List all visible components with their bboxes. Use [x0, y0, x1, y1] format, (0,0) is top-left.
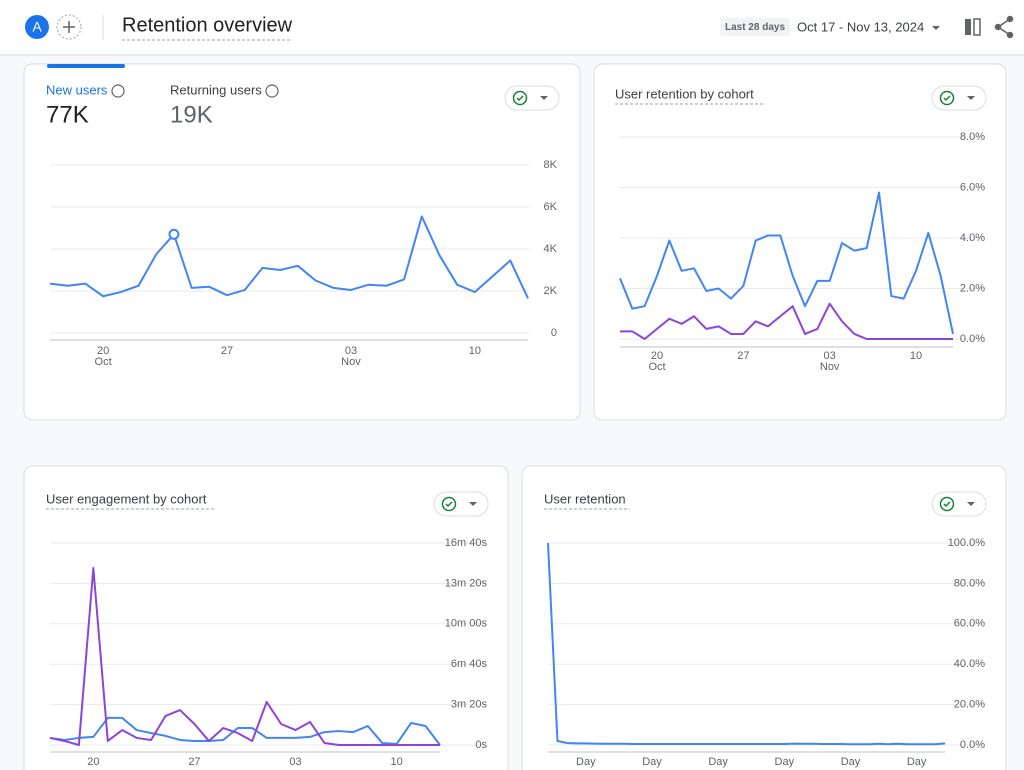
tab-label[interactable]: New users — [46, 82, 108, 97]
pill-caret — [469, 502, 477, 506]
check-icon — [939, 90, 955, 106]
x-tick-label: Day — [775, 756, 795, 768]
active-tab-indicator — [47, 64, 125, 68]
x-tick-label: 03 — [289, 756, 301, 768]
x-tick-label: Day — [708, 756, 728, 768]
info-icons — [111, 84, 279, 98]
y-tick-label: 2K — [544, 285, 558, 297]
card — [521, 465, 1007, 770]
y-tick-label: 6.0% — [960, 181, 985, 193]
x-tick-label: 27 — [737, 350, 749, 362]
x-tick-label: Day — [576, 756, 596, 768]
x-tick-label: 10 — [469, 345, 481, 357]
compare-icon[interactable] — [965, 19, 971, 35]
x-tick-label: 10 — [391, 756, 403, 768]
series-line — [49, 716, 441, 746]
pill-caret — [967, 96, 975, 100]
compare-icon-b — [973, 18, 981, 36]
y-tick-label: 10m 00s — [445, 618, 488, 630]
x-tick-label: 10 — [910, 350, 922, 362]
check-icon — [441, 496, 457, 512]
x-tick-label: 03 — [824, 350, 836, 362]
card-title: User retention — [544, 491, 626, 506]
y-tick-label: 4K — [544, 243, 558, 255]
card-title: User engagement by cohort — [46, 491, 207, 506]
y-tick-label: 0.0% — [960, 333, 985, 345]
y-tick-label: 4.0% — [960, 232, 985, 244]
card — [23, 63, 581, 421]
plus-icon — [63, 21, 75, 33]
header-bar — [0, 0, 1024, 55]
pill-caret — [967, 502, 975, 506]
date-caret[interactable] — [932, 26, 940, 30]
share-icon[interactable] — [994, 15, 1014, 39]
x-tick-month: Nov — [341, 356, 361, 368]
y-tick-label: 0 — [551, 327, 557, 339]
page-title: Retention overview — [122, 14, 293, 36]
series-line — [49, 215, 529, 299]
y-tick-label: 6K — [544, 201, 558, 213]
series-line — [49, 567, 440, 746]
y-tick-label: 60.0% — [954, 618, 985, 630]
card — [23, 465, 509, 770]
range-chip — [720, 18, 790, 36]
x-tick-label: 20 — [97, 345, 109, 357]
x-tick-label: 27 — [221, 345, 233, 357]
tab-value[interactable]: 77K — [46, 101, 89, 128]
x-tick-month: Nov — [820, 361, 840, 373]
y-tick-label: 100.0% — [948, 537, 986, 549]
x-tick-label: 03 — [345, 345, 357, 357]
x-tick-label: Day — [907, 756, 927, 768]
x-tick-month: Oct — [95, 356, 112, 368]
x-tick-label: 20 — [87, 756, 99, 768]
tab-label[interactable]: Returning users — [170, 82, 262, 97]
y-tick-label: 80.0% — [954, 577, 985, 589]
series-line — [619, 191, 954, 335]
y-tick-label: 8K — [544, 159, 558, 171]
y-tick-label: 0.0% — [960, 739, 985, 751]
check-icon — [939, 496, 955, 512]
y-tick-label: 40.0% — [954, 658, 985, 670]
check-icon — [512, 90, 528, 106]
y-tick-label: 3m 20s — [451, 699, 488, 711]
y-tick-label: 16m 40s — [445, 537, 488, 549]
hover-point — [168, 228, 180, 240]
date-range[interactable]: Oct 17 - Nov 13, 2024 — [797, 19, 924, 34]
check-mark — [943, 95, 951, 102]
y-tick-label: 6m 40s — [451, 658, 488, 670]
x-tick-month: Oct — [648, 361, 665, 373]
series-line — [547, 542, 946, 746]
check-mark — [445, 501, 453, 508]
x-tick-label: 27 — [188, 756, 200, 768]
y-tick-label: 2.0% — [960, 282, 985, 294]
pill-caret — [540, 96, 548, 100]
series-line — [620, 302, 953, 340]
check-mark — [516, 95, 524, 102]
x-tick-label: Day — [642, 756, 662, 768]
x-tick-label: 20 — [651, 350, 663, 362]
check-mark — [943, 501, 951, 508]
tab-value[interactable]: 19K — [170, 101, 213, 128]
x-tick-label: Day — [841, 756, 861, 768]
y-tick-label: 0s — [475, 739, 487, 751]
y-tick-label: 20.0% — [954, 699, 985, 711]
card — [593, 63, 1007, 421]
avatar[interactable] — [25, 15, 49, 39]
y-tick-label: 8.0% — [960, 131, 985, 143]
range-label: Last 28 days — [725, 22, 785, 33]
card-title: User retention by cohort — [615, 86, 754, 101]
avatar-letter: A — [32, 19, 42, 35]
y-tick-label: 13m 20s — [445, 577, 488, 589]
